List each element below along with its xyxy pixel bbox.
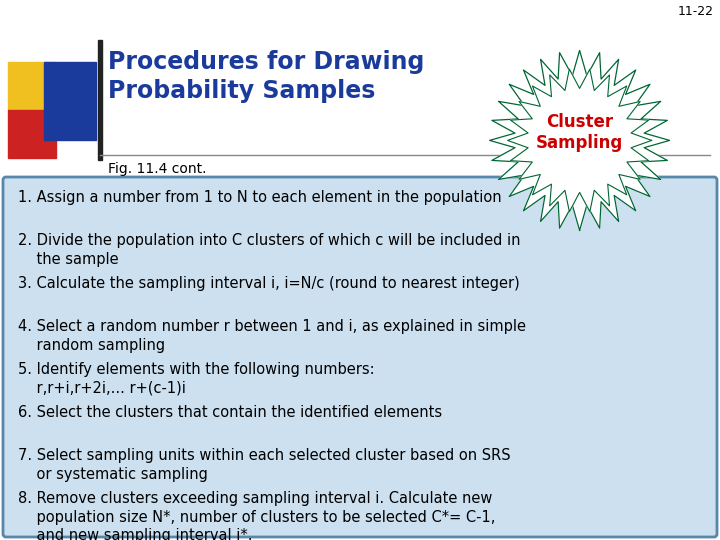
Text: 4. Select a random number r between 1 and i, as explained in simple
    random s: 4. Select a random number r between 1 an…: [18, 319, 526, 353]
Text: 5. Identify elements with the following numbers:
    r,r+i,r+2i,... r+(c-1)i: 5. Identify elements with the following …: [18, 362, 374, 396]
FancyBboxPatch shape: [3, 177, 717, 537]
Text: 1. Assign a number from 1 to N to each element in the population: 1. Assign a number from 1 to N to each e…: [18, 190, 502, 205]
Text: Procedures for Drawing
Probability Samples: Procedures for Drawing Probability Sampl…: [108, 50, 424, 103]
Text: Fig. 11.4 cont.: Fig. 11.4 cont.: [108, 162, 207, 176]
Bar: [8, 110, 56, 158]
Bar: [98, 40, 102, 160]
Polygon shape: [508, 69, 652, 212]
Text: 6. Select the clusters that contain the identified elements: 6. Select the clusters that contain the …: [18, 405, 442, 420]
Text: Cluster
Sampling: Cluster Sampling: [536, 113, 624, 152]
Text: 7. Select sampling units within each selected cluster based on SRS
    or system: 7. Select sampling units within each sel…: [18, 448, 510, 482]
Text: 2. Divide the population into C clusters of which c will be included in
    the : 2. Divide the population into C clusters…: [18, 233, 521, 267]
Bar: [44, 62, 96, 140]
Text: 11-22: 11-22: [678, 5, 714, 18]
Polygon shape: [490, 50, 670, 231]
Text: 8. Remove clusters exceeding sampling interval i. Calculate new
    population s: 8. Remove clusters exceeding sampling in…: [18, 491, 495, 540]
Text: 3. Calculate the sampling interval i, i=N/c (round to nearest integer): 3. Calculate the sampling interval i, i=…: [18, 276, 520, 291]
Bar: [8, 62, 56, 110]
